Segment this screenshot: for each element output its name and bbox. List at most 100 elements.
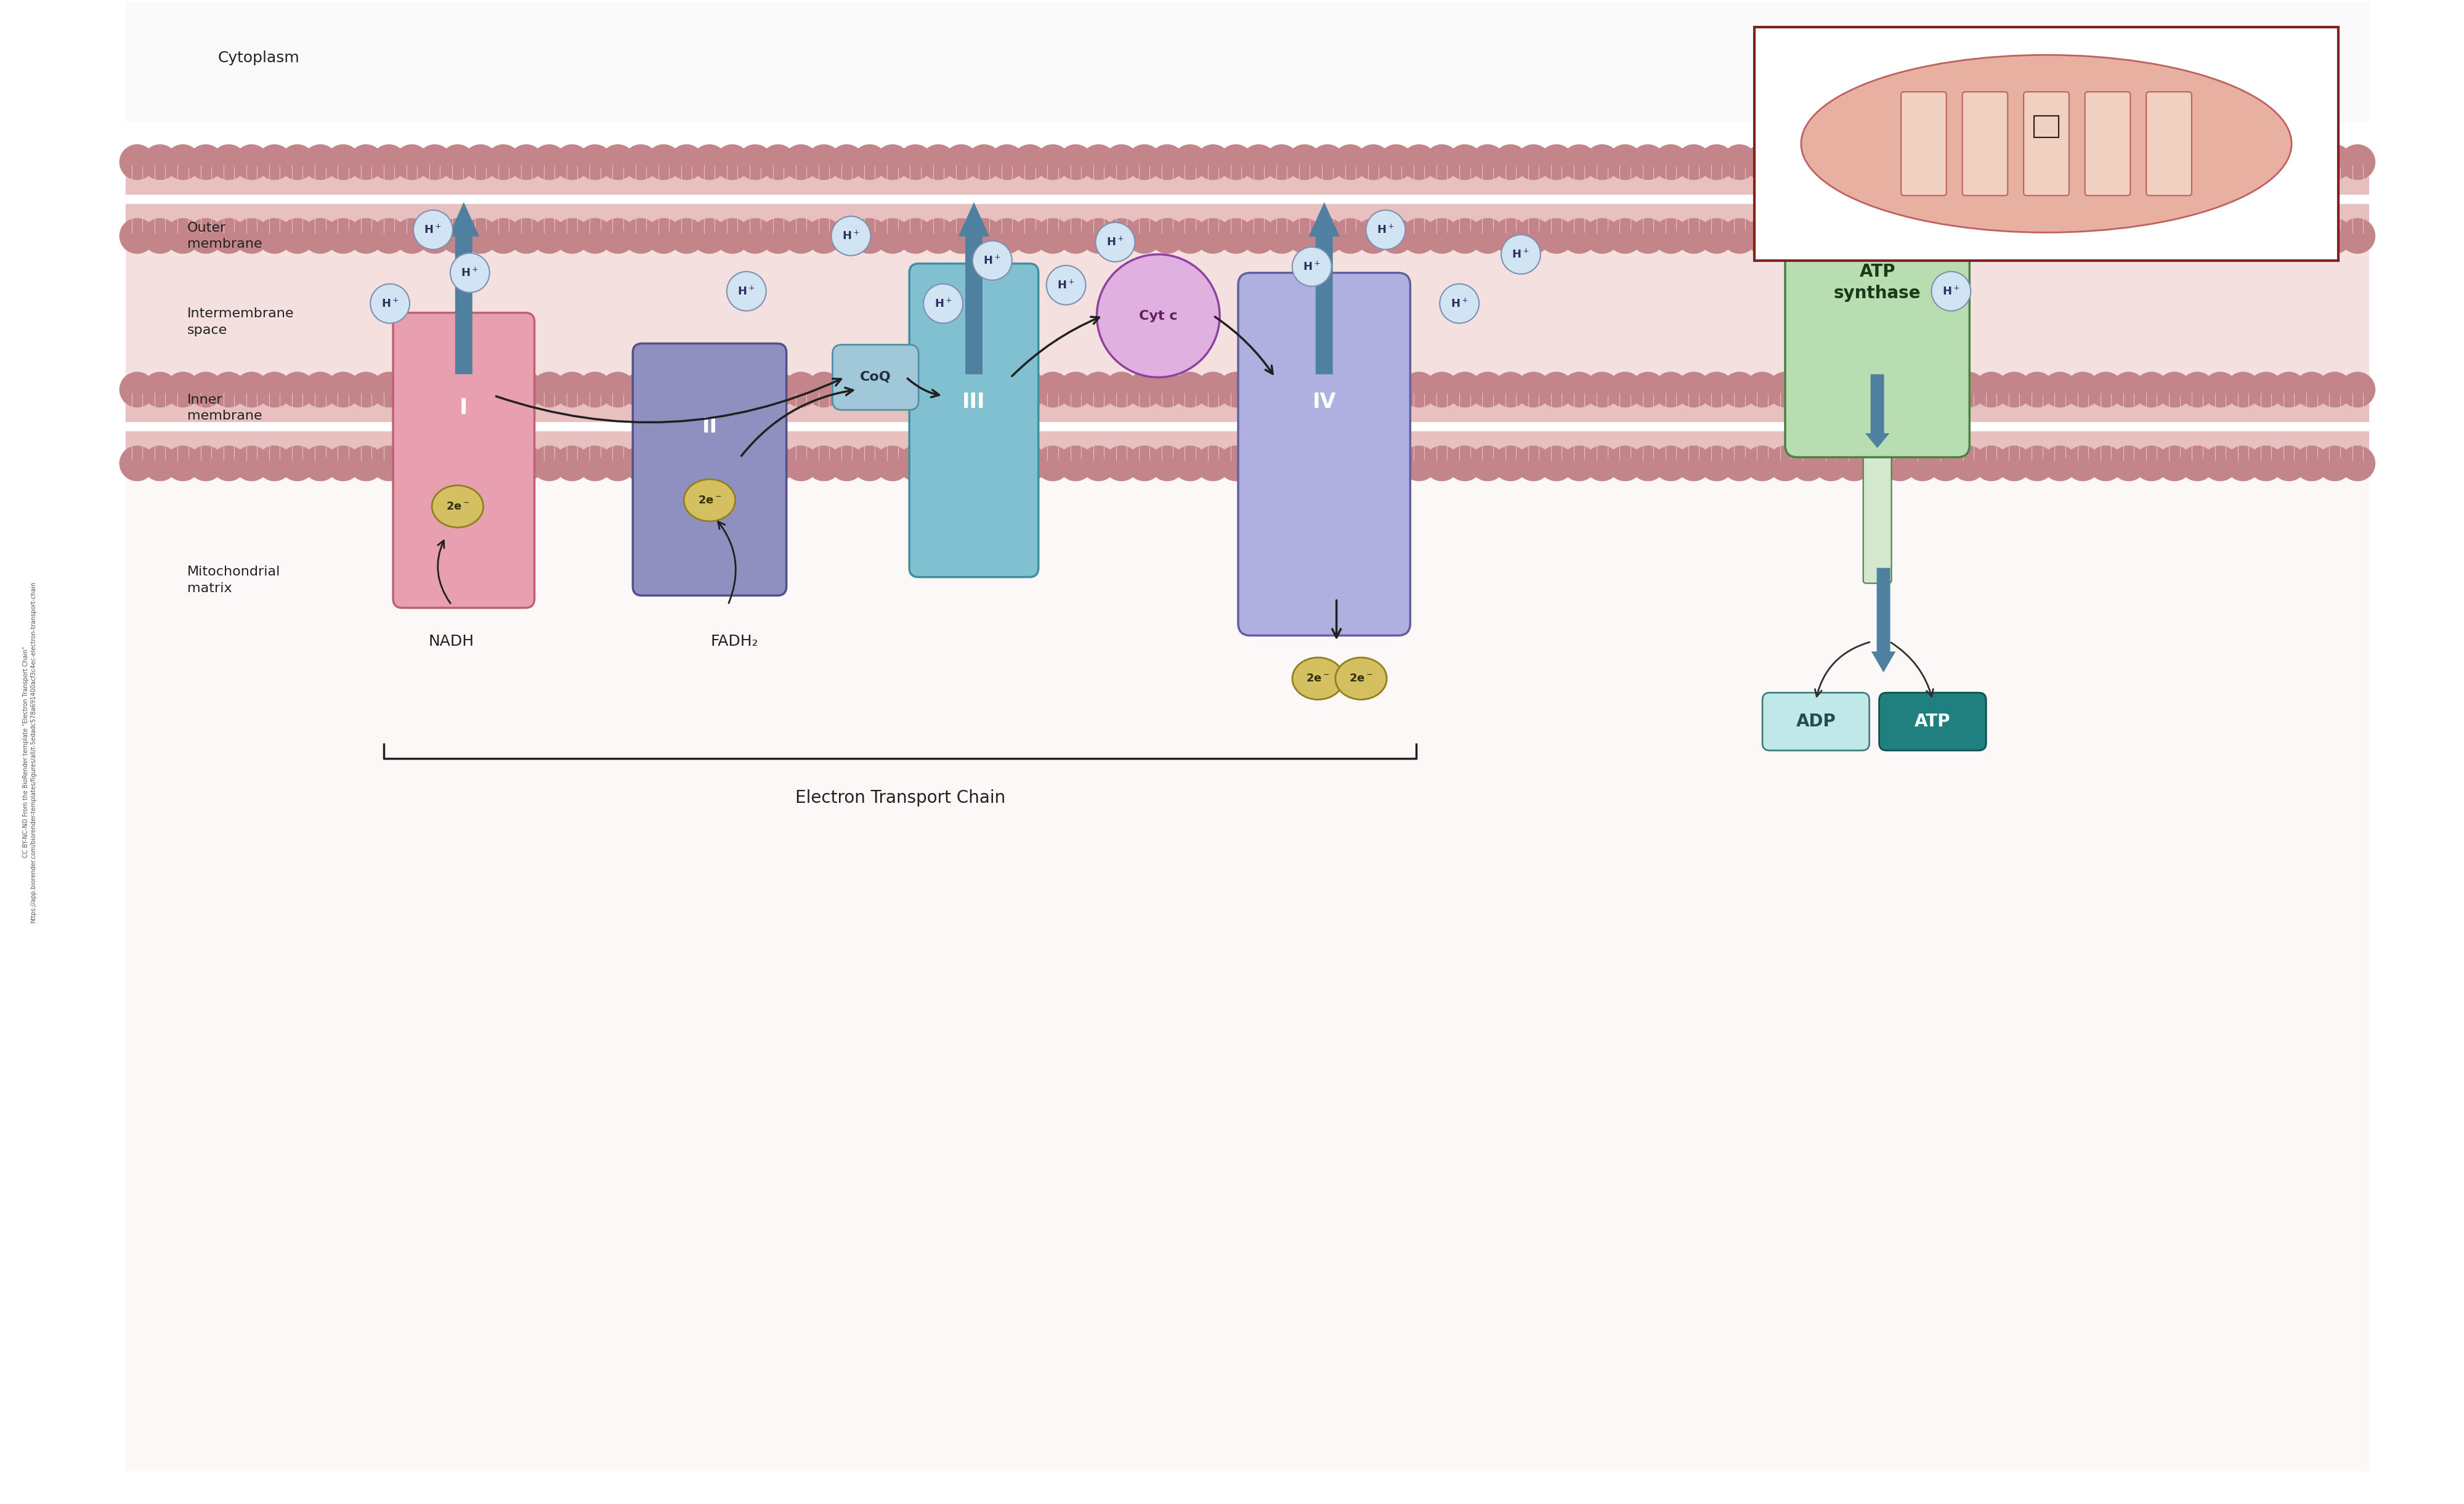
Circle shape (2181, 445, 2215, 481)
Circle shape (1311, 218, 1345, 254)
Text: III: III (963, 391, 986, 412)
Circle shape (532, 144, 567, 180)
Text: Outer
membrane: Outer membrane (187, 221, 261, 250)
Text: H$^+$: H$^+$ (424, 224, 441, 236)
Circle shape (1195, 218, 1232, 254)
Circle shape (485, 144, 522, 180)
Circle shape (737, 371, 774, 408)
Circle shape (1607, 144, 1643, 180)
Circle shape (1607, 371, 1643, 408)
Circle shape (256, 218, 293, 254)
Circle shape (347, 445, 384, 481)
Circle shape (1104, 218, 1138, 254)
Circle shape (875, 371, 909, 408)
Circle shape (1607, 445, 1643, 481)
Circle shape (1286, 218, 1323, 254)
Circle shape (1814, 218, 1848, 254)
Circle shape (372, 445, 407, 481)
Circle shape (485, 371, 522, 408)
Circle shape (623, 371, 658, 408)
Circle shape (2316, 218, 2353, 254)
Circle shape (1791, 371, 1826, 408)
Bar (2035, 116, 2057, 137)
Circle shape (212, 371, 246, 408)
Circle shape (1013, 371, 1047, 408)
Circle shape (1195, 371, 1232, 408)
Circle shape (668, 218, 705, 254)
Circle shape (2294, 445, 2328, 481)
Circle shape (416, 144, 453, 180)
Circle shape (1333, 218, 1368, 254)
Circle shape (118, 218, 155, 254)
Circle shape (577, 371, 614, 408)
Circle shape (1195, 144, 1232, 180)
Circle shape (2247, 144, 2284, 180)
Circle shape (1057, 371, 1094, 408)
Circle shape (2043, 371, 2077, 408)
Circle shape (1860, 218, 1895, 254)
Text: H$^+$: H$^+$ (934, 298, 951, 310)
Circle shape (1424, 218, 1459, 254)
Circle shape (2272, 144, 2306, 180)
FancyBboxPatch shape (1961, 92, 2008, 196)
Circle shape (212, 445, 246, 481)
Circle shape (1745, 445, 1779, 481)
Text: Cyt c: Cyt c (1138, 310, 1178, 322)
Circle shape (828, 218, 865, 254)
Circle shape (1974, 144, 2008, 180)
Circle shape (1035, 218, 1069, 254)
Circle shape (508, 218, 545, 254)
Circle shape (1562, 218, 1597, 254)
Circle shape (1286, 445, 1323, 481)
Circle shape (303, 445, 338, 481)
Circle shape (187, 445, 224, 481)
Circle shape (1264, 144, 1299, 180)
Circle shape (1082, 144, 1116, 180)
Circle shape (1082, 445, 1116, 481)
Circle shape (715, 218, 749, 254)
Circle shape (1402, 218, 1437, 254)
Circle shape (1974, 445, 2008, 481)
Circle shape (1836, 144, 1873, 180)
Circle shape (1791, 144, 1826, 180)
Circle shape (463, 144, 498, 180)
Text: 2e$^-$: 2e$^-$ (1306, 672, 1331, 684)
Circle shape (441, 218, 476, 254)
Circle shape (784, 445, 818, 481)
Circle shape (1446, 144, 1483, 180)
Circle shape (668, 445, 705, 481)
Circle shape (1311, 371, 1345, 408)
Circle shape (1538, 218, 1574, 254)
Circle shape (1501, 235, 1540, 274)
Circle shape (451, 253, 490, 292)
Circle shape (2272, 371, 2306, 408)
Circle shape (2087, 218, 2124, 254)
Circle shape (143, 445, 177, 481)
Circle shape (1286, 371, 1323, 408)
Circle shape (2065, 445, 2102, 481)
Circle shape (2294, 218, 2328, 254)
FancyBboxPatch shape (833, 344, 919, 411)
Circle shape (1974, 218, 2008, 254)
Circle shape (2341, 218, 2375, 254)
Circle shape (118, 445, 155, 481)
FancyBboxPatch shape (1784, 137, 1969, 457)
Circle shape (212, 144, 246, 180)
Circle shape (1286, 144, 1323, 180)
Text: H$^+$: H$^+$ (1451, 298, 1469, 310)
Text: Inner
membrane: Inner membrane (187, 394, 261, 423)
Circle shape (988, 144, 1025, 180)
Circle shape (737, 445, 774, 481)
Circle shape (623, 445, 658, 481)
FancyBboxPatch shape (2023, 92, 2070, 196)
Circle shape (532, 371, 567, 408)
Circle shape (463, 445, 498, 481)
Circle shape (577, 445, 614, 481)
Circle shape (2316, 445, 2353, 481)
Text: H$^+$: H$^+$ (1303, 260, 1321, 272)
Circle shape (554, 218, 589, 254)
Circle shape (897, 445, 934, 481)
Circle shape (1126, 144, 1163, 180)
Circle shape (1653, 445, 1688, 481)
Circle shape (1402, 445, 1437, 481)
